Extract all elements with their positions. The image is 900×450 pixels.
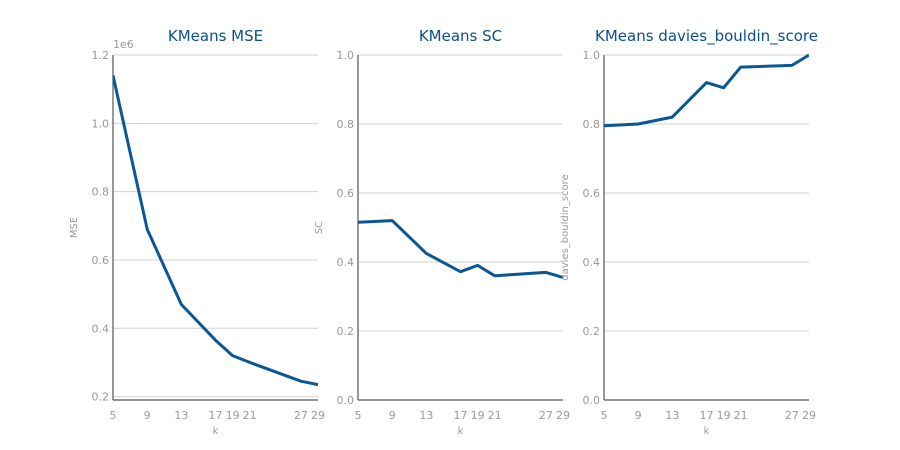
chart-2-title: KMeans SC [419, 27, 502, 45]
chart-3-x-axis-label: k [704, 426, 710, 437]
chart-2-y-tick-label: 0.2 [337, 325, 355, 338]
chart-1-x-axis-label: k [213, 426, 219, 437]
chart-2-x-tick-label: 29 [556, 409, 570, 422]
chart-3-x-tick-label: 27 [785, 409, 799, 422]
chart-1-y-axis-label: MSE [69, 217, 80, 238]
chart-3-x-tick-label: 21 [734, 409, 748, 422]
chart-2-x-tick-label: 9 [389, 409, 396, 422]
chart-1-x-tick-label: 29 [311, 409, 325, 422]
chart-2-y-tick-label: 0.0 [337, 394, 355, 407]
chart-1-y-tick-label: 0.2 [92, 391, 110, 404]
chart-3-series-line [604, 53, 809, 128]
chart-1-y-tick-label: 0.6 [92, 254, 110, 267]
chart-1-y-tick-label: 0.8 [92, 186, 110, 199]
chart-2-series-line [358, 219, 563, 279]
chart-1-x-tick-label: 13 [174, 409, 188, 422]
chart-3-title: KMeans davies_bouldin_score [595, 27, 818, 46]
chart-1-offset-label: 1e6 [113, 38, 134, 51]
chart-2-y-tick-label: 0.4 [337, 256, 355, 269]
chart-2-x-tick-label: 17 [454, 409, 468, 422]
chart-3-y-axis-label: davies_bouldin_score [560, 174, 571, 280]
chart-2-y-axis-label: SC [314, 221, 325, 234]
chart-3-x-tick-label: 19 [717, 409, 731, 422]
chart-2-x-axis-label: k [458, 426, 464, 437]
chart-1-y-tick-label: 0.4 [92, 322, 110, 335]
chart-1-x-tick-label: 21 [243, 409, 257, 422]
chart-1-x-tick-label: 19 [226, 409, 240, 422]
chart-1-x-tick-label: 17 [209, 409, 223, 422]
chart-3-x-tick-label: 29 [802, 409, 816, 422]
chart-3-y-tick-label: 0.0 [583, 394, 601, 407]
chart-3-y-tick-label: 1.0 [583, 49, 601, 62]
chart-3-x-tick-label: 9 [635, 409, 642, 422]
chart-2-y-tick-label: 0.8 [337, 118, 355, 131]
chart-1-x-tick-label: 27 [294, 409, 308, 422]
chart-2-x-tick-label: 21 [488, 409, 502, 422]
chart-1-x-tick-label: 5 [110, 409, 117, 422]
chart-3-y-tick-label: 0.8 [583, 118, 601, 131]
chart-3-y-tick-label: 0.4 [583, 256, 601, 269]
chart-3-x-tick-label: 17 [700, 409, 714, 422]
chart-3-y-tick-label: 0.6 [583, 187, 601, 200]
chart-3-x-tick-label: 13 [665, 409, 679, 422]
chart-1-y-tick-label: 1.2 [92, 49, 110, 62]
chart-1-y-tick-label: 1.0 [92, 117, 110, 130]
chart-1-title: KMeans MSE [168, 27, 263, 45]
chart-2-x-tick-label: 5 [355, 409, 362, 422]
chart-2-x-tick-label: 27 [539, 409, 553, 422]
chart-2-y-tick-label: 1.0 [337, 49, 355, 62]
chart-1-x-tick-label: 9 [144, 409, 151, 422]
chart-2-y-tick-label: 0.6 [337, 187, 355, 200]
chart-1-series-line [113, 75, 318, 387]
chart-2-x-tick-label: 19 [471, 409, 485, 422]
chart-2-x-tick-label: 13 [419, 409, 433, 422]
chart-3-y-tick-label: 0.2 [583, 325, 601, 338]
chart-3-x-tick-label: 5 [601, 409, 608, 422]
